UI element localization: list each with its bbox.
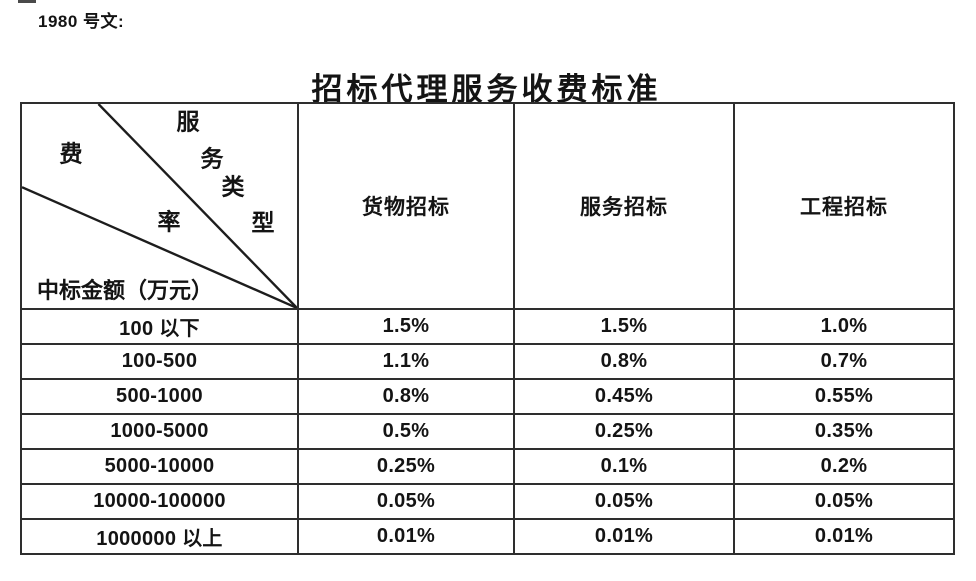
table-row: 10000-100000 0.05% 0.05% 0.05% bbox=[20, 483, 955, 520]
table-row: 100-500 1.1% 0.8% 0.7% bbox=[20, 343, 955, 380]
rate-cell: 0.1% bbox=[513, 448, 735, 485]
corner-axis-top-char-3: 类 bbox=[221, 174, 245, 200]
rate-cell: 0.8% bbox=[513, 343, 735, 380]
rate-cell: 0.8% bbox=[297, 378, 515, 415]
row-label: 500-1000 bbox=[20, 378, 299, 415]
corner-axis-mid-char-2: 率 bbox=[157, 209, 181, 235]
rate-cell: 0.25% bbox=[297, 448, 515, 485]
rate-cell: 0.05% bbox=[733, 483, 955, 520]
rate-cell: 0.35% bbox=[733, 413, 955, 450]
table-row: 1000000 以上 0.01% 0.01% 0.01% bbox=[20, 518, 955, 555]
column-header-services: 服务招标 bbox=[513, 102, 735, 310]
rate-cell: 0.01% bbox=[513, 518, 735, 555]
rate-cell: 0.7% bbox=[733, 343, 955, 380]
row-label: 1000000 以上 bbox=[20, 518, 299, 555]
top-edge-artifact bbox=[18, 0, 36, 3]
corner-axis-mid-char-1: 费 bbox=[59, 141, 83, 167]
rate-cell: 0.05% bbox=[297, 483, 515, 520]
rate-cell: 0.5% bbox=[297, 413, 515, 450]
rate-cell: 0.25% bbox=[513, 413, 735, 450]
page-title: 招标代理服务收费标准 bbox=[311, 71, 662, 107]
corner-axis-top-char-1: 服 bbox=[176, 109, 200, 135]
rate-cell: 0.2% bbox=[733, 448, 955, 485]
row-label: 10000-100000 bbox=[20, 483, 299, 520]
column-header-engineering: 工程招标 bbox=[733, 102, 955, 310]
row-label: 1000-5000 bbox=[20, 413, 299, 450]
row-label: 5000-10000 bbox=[20, 448, 299, 485]
rate-cell: 0.05% bbox=[513, 483, 735, 520]
diagonal-divider-lines bbox=[22, 104, 297, 308]
table-header-row: 服 务 类 型 费 率 中标金额（万元） 货物招标 服务招标 工程招标 bbox=[20, 102, 955, 310]
corner-axis-bottom-label: 中标金额（万元） bbox=[37, 278, 214, 303]
fee-standard-table: 服 务 类 型 费 率 中标金额（万元） 货物招标 服务招标 工程招标 100 … bbox=[20, 102, 955, 555]
row-label: 100-500 bbox=[20, 343, 299, 380]
table-row: 5000-10000 0.25% 0.1% 0.2% bbox=[20, 448, 955, 485]
rate-cell: 0.55% bbox=[733, 378, 955, 415]
row-label: 100 以下 bbox=[20, 308, 299, 345]
table-row: 100 以下 1.5% 1.5% 1.0% bbox=[20, 308, 955, 345]
doc-number-label: 1980 号文: bbox=[38, 12, 125, 31]
table-row: 1000-5000 0.5% 0.25% 0.35% bbox=[20, 413, 955, 450]
column-header-goods: 货物招标 bbox=[297, 102, 515, 310]
rate-cell: 0.01% bbox=[733, 518, 955, 555]
rate-cell: 0.01% bbox=[297, 518, 515, 555]
corner-axis-top-char-4: 型 bbox=[251, 210, 275, 236]
rate-cell: 1.5% bbox=[297, 308, 515, 345]
rate-cell: 1.5% bbox=[513, 308, 735, 345]
corner-axis-top-char-2: 务 bbox=[200, 146, 224, 172]
corner-header-cell: 服 务 类 型 费 率 中标金额（万元） bbox=[20, 102, 299, 310]
table-row: 500-1000 0.8% 0.45% 0.55% bbox=[20, 378, 955, 415]
rate-cell: 0.45% bbox=[513, 378, 735, 415]
rate-cell: 1.0% bbox=[733, 308, 955, 345]
rate-cell: 1.1% bbox=[297, 343, 515, 380]
